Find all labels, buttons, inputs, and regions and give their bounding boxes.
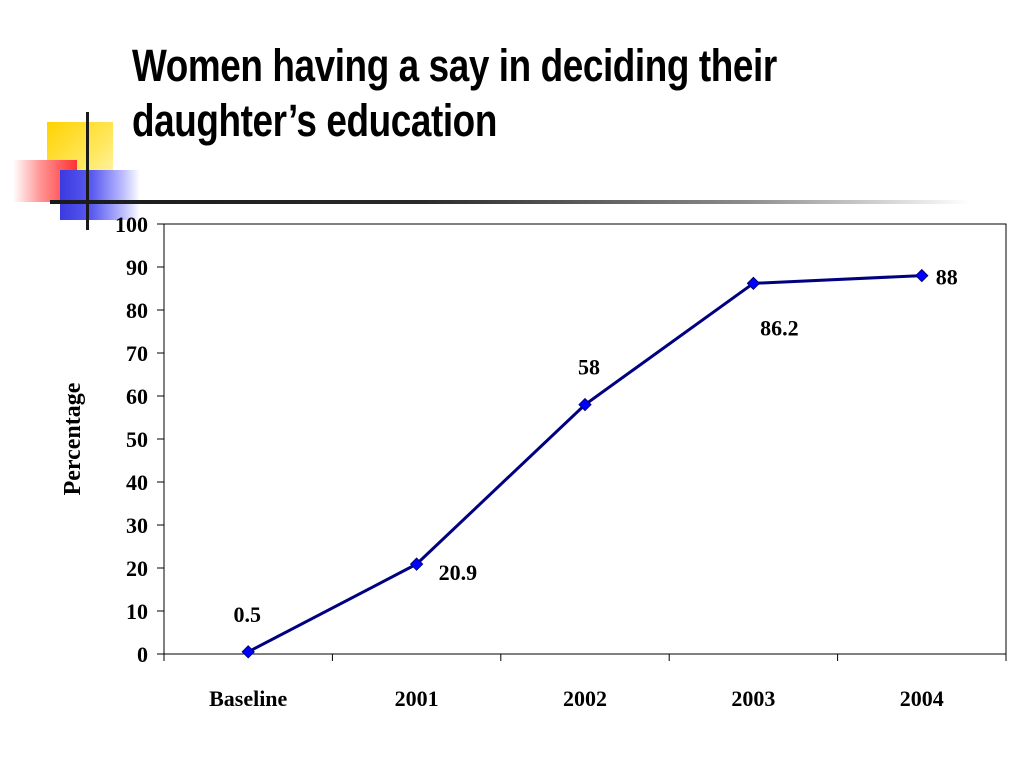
data-label: 86.2 [760,315,799,340]
x-tick-label: 2003 [731,686,775,711]
data-point-marker [241,645,255,659]
y-tick-label: 90 [126,255,148,280]
data-point-marker [578,397,592,412]
decor-blue-square [60,170,140,220]
data-label: 0.5 [233,602,261,627]
data-point-marker [409,557,424,571]
plot-area [163,223,1007,655]
x-tick-label: 2004 [900,686,944,711]
y-tick-label: 10 [126,599,148,624]
y-tick-label: 40 [126,470,148,495]
y-tick-label: 60 [126,384,148,409]
y-tick-label: 70 [126,341,148,366]
y-tick-label: 30 [126,513,148,538]
x-tick-label: Baseline [209,686,287,711]
decor-horizontal-rule [50,200,970,204]
y-tick-label: 100 [115,212,148,237]
data-label: 88 [936,265,958,290]
x-tick-label: 2001 [395,686,439,711]
x-tick-label: 2002 [563,686,607,711]
y-tick-label: 50 [126,427,148,452]
data-label: 20.9 [439,560,478,585]
y-tick-label: 20 [126,556,148,581]
y-axis-title: Percentage [60,382,86,495]
data-point-marker [915,268,929,283]
slide-title: Women having a say in deciding their dau… [132,40,777,146]
data-point-marker [746,276,761,291]
y-tick-label: 80 [126,298,148,323]
data-label: 58 [578,355,600,380]
decor-vertical-rule [86,112,89,230]
series-line [247,274,922,654]
y-tick-label: 0 [137,642,148,667]
